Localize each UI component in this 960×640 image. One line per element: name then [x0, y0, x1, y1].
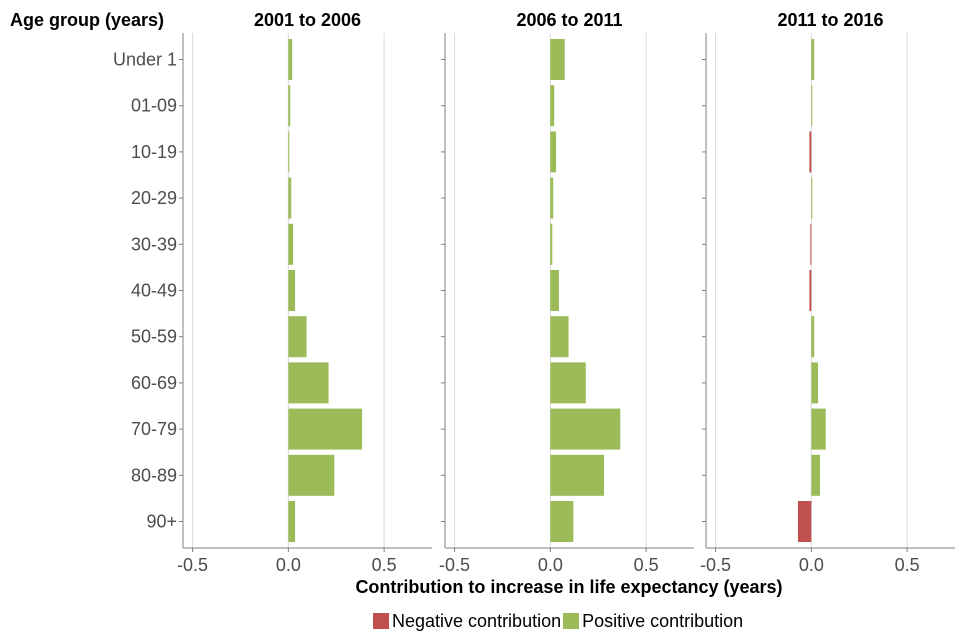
bar: [550, 454, 604, 496]
bar: [811, 362, 819, 404]
legend-label-positive: Positive contribution: [582, 610, 744, 631]
bar: [288, 85, 291, 127]
category-label: 70-79: [131, 419, 177, 439]
category-labels: Under 1 01-09 10-19 20-29 30-39 40-49 50-59 60-…: [113, 50, 177, 532]
bar: [550, 408, 621, 450]
bar: [288, 316, 307, 358]
bar: [809, 131, 812, 173]
bar: [811, 316, 815, 358]
bar: [550, 316, 569, 358]
panel-3: 2011 to 2016 -0.5 0.0 0.5: [700, 10, 955, 575]
bar: [288, 270, 296, 311]
category-label: Under 1: [113, 50, 177, 70]
legend-item-negative: Negative contribution: [373, 611, 561, 632]
category-label: 50-59: [131, 327, 177, 347]
bar: [288, 501, 296, 542]
bar: [550, 362, 586, 404]
category-label: 01-09: [131, 96, 177, 116]
bar: [288, 454, 335, 496]
bar: [550, 501, 574, 542]
x-tick-label: 0.0: [799, 555, 824, 575]
bar: [550, 39, 565, 80]
bar: [811, 39, 815, 80]
bar: [797, 501, 812, 542]
bar: [288, 131, 290, 173]
bar: [811, 454, 820, 496]
bar: [288, 408, 363, 450]
bar: [811, 177, 813, 219]
category-label: 30-39: [131, 234, 177, 254]
category-label: 10-19: [131, 142, 177, 162]
x-tick-label: -0.5: [439, 555, 470, 575]
x-tick-label: -0.5: [700, 555, 731, 575]
bar: [288, 39, 293, 80]
category-label: 40-49: [131, 281, 177, 301]
legend: Negative contribution Positive contribut…: [373, 610, 745, 632]
x-tick-label: 0.5: [372, 555, 397, 575]
panel-2: 2006 to 2011 -0.5 0.0 0.5: [439, 10, 694, 575]
bar: [811, 408, 826, 450]
category-label: 20-29: [131, 188, 177, 208]
panel-title: 2001 to 2006: [254, 10, 361, 30]
category-label: 60-69: [131, 373, 177, 393]
category-axis-title: Age group (years): [10, 10, 164, 30]
x-tick-label: -0.5: [177, 555, 208, 575]
bar: [288, 223, 294, 265]
legend-label-negative: Negative contribution: [392, 610, 562, 631]
panel-title: 2006 to 2011: [516, 10, 622, 30]
bar: [809, 270, 812, 311]
legend-swatch-negative: [373, 613, 389, 629]
bar: [550, 270, 559, 311]
legend-item-positive: Positive contribution: [563, 611, 743, 632]
bar: [550, 85, 555, 127]
x-axis-title: Contribution to increase in life expecta…: [355, 577, 782, 597]
bar: [550, 131, 557, 173]
category-label: 90+: [146, 512, 177, 532]
x-tick-label: 0.0: [276, 555, 301, 575]
bar: [811, 85, 813, 127]
bar: [288, 362, 329, 404]
legend-swatch-positive: [563, 613, 580, 629]
bar: [550, 177, 554, 219]
bar: [550, 223, 553, 265]
bar: [288, 177, 292, 219]
panel-1: 2001 to 2006 -0.5 0.0 0.5: [177, 10, 432, 575]
panel-title: 2011 to 2016: [777, 10, 883, 30]
x-tick-label: 0.5: [895, 555, 920, 575]
bar: [810, 223, 812, 265]
chart-panels: 2001 to 2006 -0.5 0.0 0.5 2006 to 2011 -0.5 0.…: [177, 10, 955, 575]
x-tick-label: 0.5: [634, 555, 659, 575]
category-label: 80-89: [131, 465, 177, 485]
x-tick-label: 0.0: [538, 555, 563, 575]
